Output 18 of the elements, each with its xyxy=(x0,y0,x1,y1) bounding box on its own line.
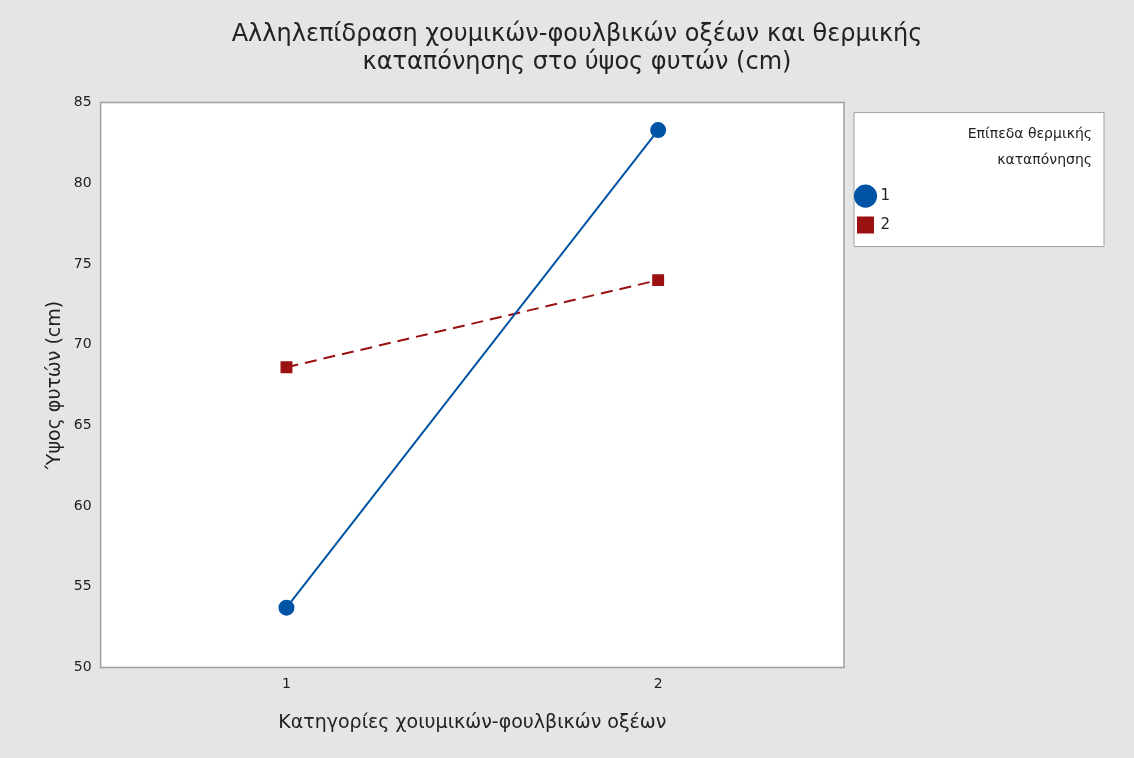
y-tick-label: 65 xyxy=(73,415,92,432)
y-tick-label: 85 xyxy=(73,93,92,110)
y-tick-label: 80 xyxy=(73,173,92,190)
legend-title: Επίπεδα θερμικής καταπόνησης xyxy=(967,125,1092,168)
y-tick-label: 70 xyxy=(73,335,92,352)
y-tick-label: 50 xyxy=(73,658,92,675)
legend-label: 2 xyxy=(880,214,891,233)
point xyxy=(652,274,665,287)
chart-title: Αλληλεπίδραση χουμικών-φουλβικών οξέων και θερμικής καταπόνησης στο ύψος φυτών (cm) xyxy=(231,18,923,76)
y-axis-title: Ύψος φυτών (cm) xyxy=(42,300,65,471)
point xyxy=(280,361,293,374)
y-tick-label: 75 xyxy=(73,254,92,271)
y-tick-label: 55 xyxy=(73,577,92,594)
point xyxy=(278,599,295,616)
x-axis-title: Κατηγορίες χοιυμικών-φουλβικών οξέων xyxy=(278,709,667,732)
legend-label: 1 xyxy=(880,185,891,204)
point xyxy=(650,122,667,139)
y-tick-label: 60 xyxy=(73,496,92,513)
